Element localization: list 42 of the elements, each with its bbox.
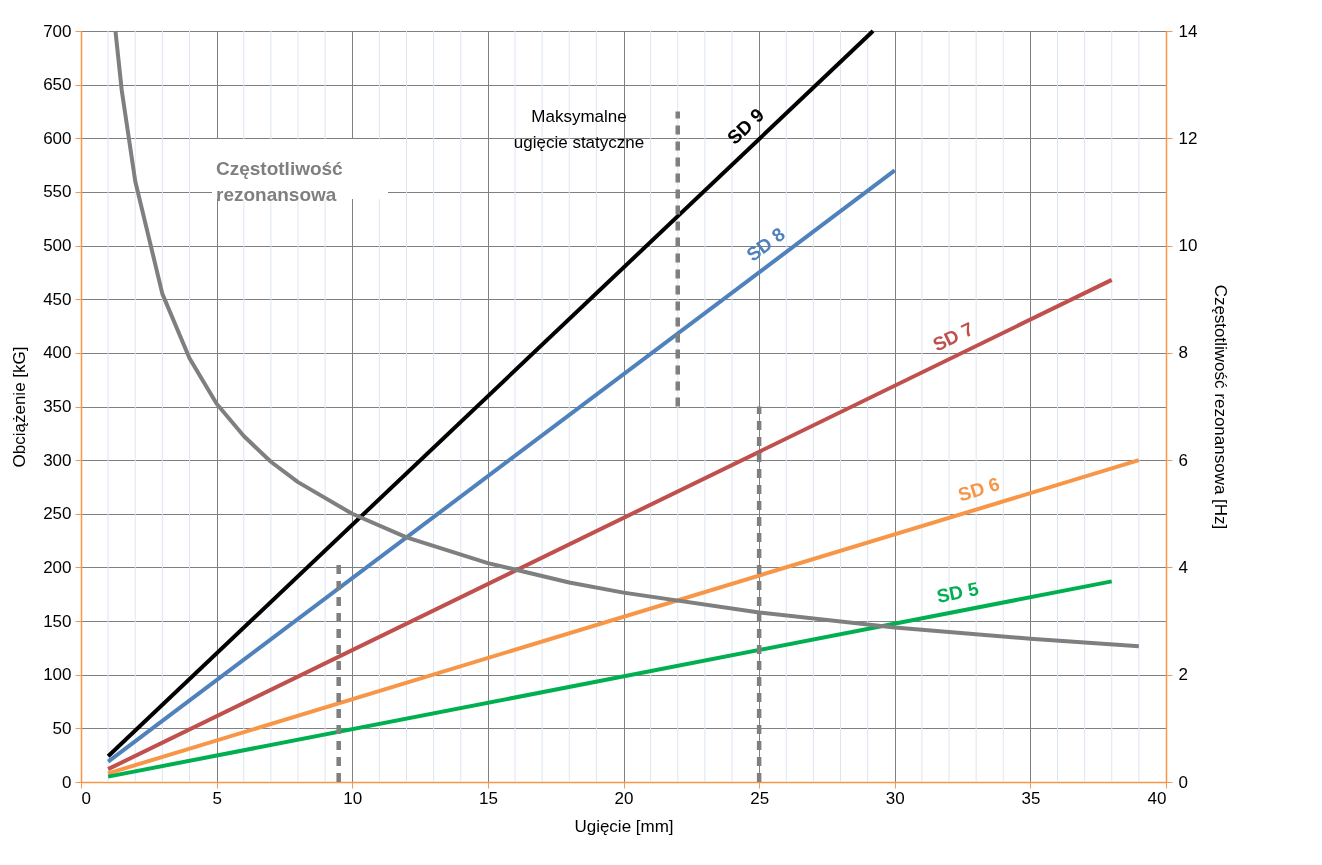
x-tick-label: 20: [614, 788, 634, 808]
x-tick-label: 10: [343, 788, 363, 808]
x-tick-label: 0: [81, 788, 91, 808]
y-tick-label: 50: [52, 718, 72, 738]
y-tick-label: 150: [43, 611, 72, 631]
y2-axis-title: Częstotliwość rezonansowa [Hz]: [1211, 284, 1231, 530]
x-tick-label: 25: [750, 788, 770, 808]
annotation: Maksymalne ugięcie statyczne: [513, 107, 645, 152]
x-tick-label: 15: [478, 788, 498, 808]
y2-tick-label: 2: [1178, 665, 1188, 685]
y2-tick-label: 4: [1178, 557, 1188, 577]
y-tick-label: 200: [43, 557, 72, 577]
y-axis-title: Obciążenie [kG]: [10, 346, 30, 468]
y-tick-label: 600: [43, 128, 72, 148]
x-tick-label: 5: [212, 788, 222, 808]
y-tick-label: 450: [43, 289, 72, 309]
y2-tick-label: 6: [1178, 450, 1188, 470]
text: SD 6: [955, 473, 1003, 506]
x-tick-label: 30: [885, 788, 905, 808]
x-tick-label: 35: [1021, 788, 1041, 808]
text: SD 7: [929, 317, 977, 356]
y-tick-label: 400: [43, 343, 72, 363]
y-tick-label: 500: [43, 236, 72, 256]
y2-tick-label: 14: [1178, 21, 1198, 41]
y-tick-label: 550: [43, 182, 72, 202]
y-tick-label: 300: [43, 450, 72, 470]
y-tick-label: 350: [43, 397, 72, 416]
text: SD 5: [934, 578, 981, 607]
y2-tick-label: 8: [1178, 343, 1188, 363]
y2-tick-label: 0: [1178, 772, 1188, 792]
text: SD 8: [742, 223, 789, 266]
x-tick-label: 40: [1147, 788, 1167, 808]
text: SD 9: [723, 104, 769, 149]
y-tick-label: 700: [43, 21, 72, 41]
y-tick-label: 100: [43, 665, 72, 685]
y2-tick-label: 10: [1178, 236, 1198, 256]
y-tick-label: 0: [62, 772, 72, 792]
y-tick-label: 250: [43, 504, 72, 524]
y-tick-label: 650: [43, 75, 72, 95]
annotation: Częstotliwość rezonansowa: [216, 158, 344, 205]
y2-tick-label: 12: [1178, 128, 1198, 148]
x-axis-title: Ugięcie [mm]: [574, 816, 674, 836]
